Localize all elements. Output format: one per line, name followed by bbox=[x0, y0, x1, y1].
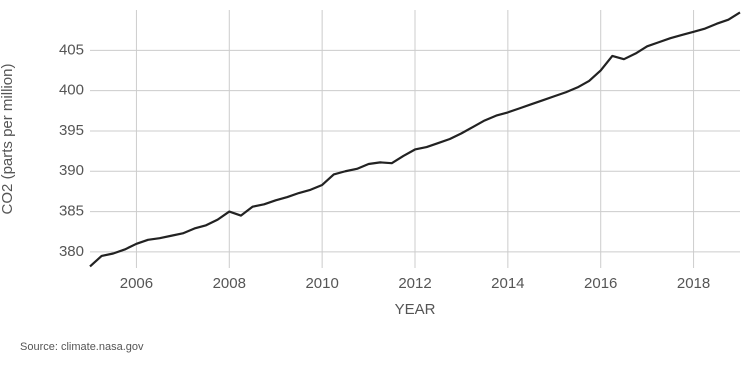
x-tick-label: 2010 bbox=[305, 275, 338, 292]
x-tick-label: 2006 bbox=[120, 275, 153, 292]
y-tick-label: 385 bbox=[59, 203, 84, 220]
x-axis-label: YEAR bbox=[395, 301, 436, 318]
x-tick-label: 2016 bbox=[584, 275, 617, 292]
y-tick-label: 390 bbox=[59, 162, 84, 179]
x-tick-label: 2018 bbox=[677, 275, 710, 292]
data-line bbox=[89, 11, 741, 268]
x-tick-label: 2008 bbox=[213, 275, 246, 292]
y-tick-label: 395 bbox=[59, 122, 84, 139]
y-tick-label: 400 bbox=[59, 82, 84, 99]
source-note: Source: climate.nasa.gov bbox=[20, 341, 144, 353]
y-tick-label: 405 bbox=[59, 41, 84, 58]
y-tick-label: 380 bbox=[59, 243, 84, 260]
x-tick-label: 2014 bbox=[491, 275, 524, 292]
x-tick-label: 2012 bbox=[398, 275, 431, 292]
y-axis-label: CO2 (parts per million) bbox=[0, 64, 16, 215]
